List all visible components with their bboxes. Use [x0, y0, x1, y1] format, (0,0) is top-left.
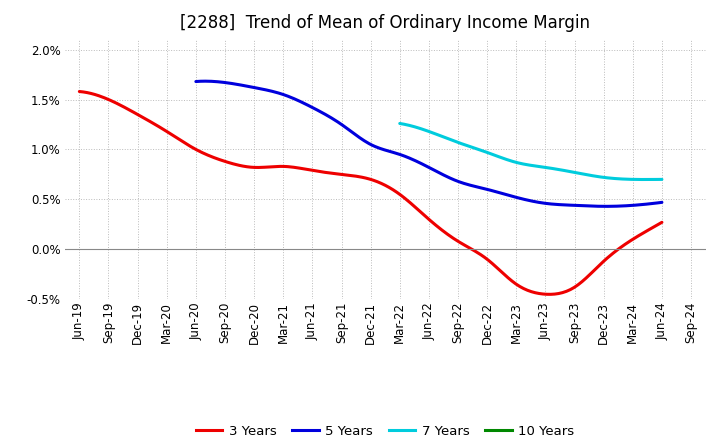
- Legend: 3 Years, 5 Years, 7 Years, 10 Years: 3 Years, 5 Years, 7 Years, 10 Years: [191, 420, 580, 440]
- 3 Years: [420, 213, 428, 218]
- 7 Years: [633, 177, 642, 182]
- 3 Years: [422, 214, 431, 220]
- 5 Years: [657, 200, 666, 205]
- 5 Years: [192, 79, 200, 84]
- 3 Years: [544, 292, 553, 297]
- 7 Years: [657, 177, 666, 182]
- 7 Years: [552, 166, 560, 172]
- Line: 3 Years: 3 Years: [79, 92, 662, 294]
- 5 Years: [193, 79, 202, 84]
- 5 Years: [601, 204, 610, 209]
- 5 Years: [617, 203, 626, 209]
- 5 Years: [469, 183, 477, 189]
- 7 Years: [395, 121, 404, 126]
- Title: [2288]  Trend of Mean of Ordinary Income Margin: [2288] Trend of Mean of Ordinary Income …: [180, 15, 590, 33]
- 3 Years: [75, 89, 84, 94]
- Line: 7 Years: 7 Years: [400, 124, 662, 180]
- 5 Years: [478, 186, 487, 191]
- 7 Years: [396, 121, 405, 126]
- 7 Years: [616, 176, 625, 182]
- 7 Years: [551, 166, 559, 172]
- 5 Years: [586, 203, 595, 209]
- 3 Years: [568, 286, 577, 291]
- 7 Years: [641, 177, 649, 182]
- Line: 5 Years: 5 Years: [196, 81, 662, 206]
- 3 Years: [77, 89, 86, 94]
- 3 Years: [431, 223, 440, 228]
- 3 Years: [605, 253, 613, 259]
- 5 Years: [201, 78, 210, 84]
- 5 Years: [471, 184, 480, 189]
- 7 Years: [556, 167, 564, 172]
- 3 Years: [657, 220, 666, 225]
